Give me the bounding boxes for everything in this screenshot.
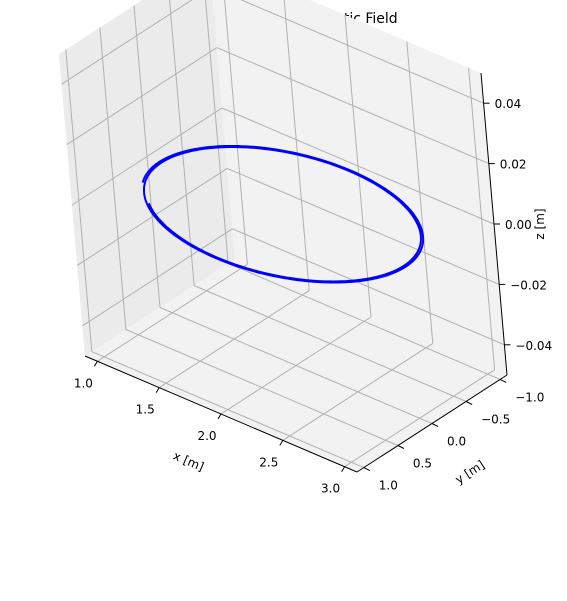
y-grid-line [125,329,399,446]
z-tick-label: −0.04 [515,339,552,353]
axes-panes [59,0,507,472]
z-grid-line [232,228,505,346]
z-grid-line [240,0,484,104]
y-tick [363,467,371,472]
x-tick-label: 3.0 [321,482,340,496]
y-tick-label: −0.5 [481,413,510,427]
x-tick-label: 1.5 [136,403,155,417]
y-tick-label: 0.5 [413,457,432,471]
y-grid-line [228,262,501,380]
z-tick-label: 0.04 [495,97,522,111]
y-tick-label: 1.0 [379,479,398,493]
z-grid-line [221,107,495,225]
y-tick-label: −1.0 [515,390,544,404]
z-grid-line [66,47,218,146]
tick-marks [93,102,511,472]
z-grid-line [227,167,500,285]
y-tick [397,445,405,449]
z-grid-line [216,47,489,165]
y-axis-label: y [m] [453,458,487,487]
z-grid-line [82,228,233,327]
x-tick [155,387,160,393]
x-tick-label: 1.0 [74,376,93,390]
x-tick [217,413,222,420]
y-tick-label: 0.0 [447,435,466,449]
tick-labels: 1.0 1.5 2.0 2.5 3.0 −1.0 −0.5 0.0 0.5 1.0 −0.04 −0.… [74,97,552,496]
z-grid-line [61,0,193,85]
y-grid-line [91,351,364,469]
x-tick [341,466,346,472]
x-tick [279,440,284,446]
z-tick-label: −0.02 [510,278,547,292]
y-grid-line [159,307,433,424]
series-line-0 [141,145,425,284]
x-tick [93,361,98,367]
x-axis-label: x [m] [171,449,206,474]
z-tick-label: 0.00 [505,218,532,232]
y-tick [465,401,473,405]
x-tick-label: 2.0 [197,429,216,443]
z-tick-label: 0.02 [500,158,527,172]
z-grid-line [76,167,228,266]
y-tick [499,378,507,383]
z-grid-line [71,107,223,206]
z-axis-label: z [m] [533,208,547,239]
series-layer [141,145,425,284]
y-grid-line [193,285,467,402]
grid-lines [61,0,505,469]
x-tick-label: 2.5 [259,455,278,469]
y-tick [431,423,439,427]
